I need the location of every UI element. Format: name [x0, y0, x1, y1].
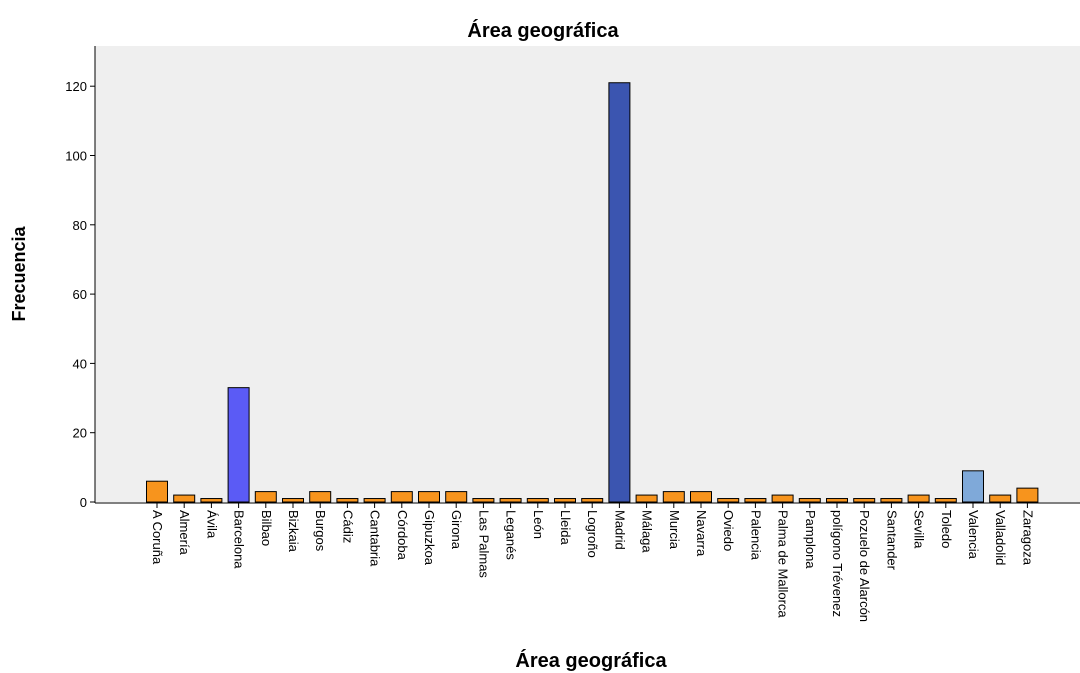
category-label: Córdoba — [395, 510, 410, 561]
bar — [635, 494, 658, 503]
category-label: A Coruña — [150, 510, 165, 565]
bar — [826, 498, 848, 503]
bar — [608, 82, 631, 503]
bar — [526, 498, 549, 503]
y-tick-label: 40 — [73, 356, 87, 371]
category-label: Palencia — [748, 510, 763, 561]
category-label: Zaragoza — [1020, 510, 1035, 566]
bar — [146, 480, 168, 503]
category-label: León — [531, 510, 546, 539]
bar — [853, 498, 876, 503]
y-tick-label: 100 — [65, 149, 87, 164]
y-axis-label: Frecuencia — [9, 225, 29, 321]
y-tick-label: 60 — [73, 287, 87, 302]
category-label: Lleida — [558, 510, 573, 545]
category-label: Burgos — [313, 510, 328, 552]
y-tick-label: 0 — [80, 495, 87, 510]
bar — [363, 498, 386, 503]
bar — [173, 494, 196, 503]
bar — [962, 470, 984, 503]
bar — [1016, 487, 1039, 503]
bar — [662, 491, 685, 503]
bar — [254, 491, 277, 503]
y-tick-label: 80 — [73, 218, 87, 233]
bar — [798, 498, 821, 503]
category-label: Valencia — [966, 510, 981, 560]
category-label: Madrid — [612, 510, 627, 550]
y-tick-label: 120 — [65, 79, 87, 94]
category-label: Gipuzkoa — [422, 510, 437, 566]
chart-title: Área geográfica — [467, 19, 619, 42]
category-label: Sevilla — [912, 510, 927, 549]
category-label: Murcia — [667, 510, 682, 550]
bar — [445, 491, 468, 503]
bar — [227, 387, 250, 503]
bar — [989, 494, 1012, 503]
bar — [499, 498, 522, 503]
category-label: Logroño — [585, 510, 600, 558]
category-label: Málaga — [640, 510, 655, 553]
bar — [418, 491, 440, 503]
category-label: Girona — [449, 510, 464, 550]
bar — [472, 498, 495, 503]
category-label: Barcelona — [232, 510, 247, 569]
bar — [907, 494, 930, 503]
category-labels: A Coruña Almería Ávila Barcelona Bilbao Bizka… — [150, 502, 1035, 622]
category-label: Oviedo — [721, 510, 736, 551]
category-label: Almería — [177, 510, 192, 556]
bar — [309, 491, 332, 503]
bar — [690, 491, 712, 503]
y-tick-label: 20 — [73, 426, 87, 441]
category-label: Valladolid — [993, 510, 1008, 565]
category-label: Pozuelo de Alarcón — [857, 510, 872, 622]
bar — [717, 498, 740, 503]
category-label: Pamplona — [803, 510, 818, 569]
bar — [880, 498, 903, 503]
x-axis-label: Área geográfica — [515, 649, 667, 672]
category-label: polígono Trévenez — [830, 510, 845, 617]
category-label: Bilbao — [259, 510, 274, 546]
bar — [934, 498, 957, 503]
bar — [744, 498, 767, 503]
category-label: Las Palmas — [476, 510, 491, 578]
bar — [200, 498, 223, 503]
bar — [581, 498, 604, 503]
category-label: Bizkaia — [286, 510, 301, 553]
category-label: Ávila — [204, 510, 219, 539]
bar — [336, 498, 359, 503]
bar — [390, 491, 413, 503]
category-label: Navarra — [694, 510, 709, 557]
category-label: Santander — [884, 510, 899, 571]
category-label: Toledo — [939, 510, 954, 548]
category-label: Palma de Mallorca — [776, 510, 791, 618]
category-label: Cantabria — [368, 510, 383, 567]
plot-area — [95, 46, 1080, 502]
bar — [554, 498, 576, 503]
bar — [282, 498, 304, 503]
y-ticks: 0 20 40 60 80 100 120 — [65, 79, 95, 510]
category-label: Cádiz — [340, 510, 355, 543]
bar — [771, 494, 794, 503]
category-label: Leganés — [504, 510, 519, 560]
